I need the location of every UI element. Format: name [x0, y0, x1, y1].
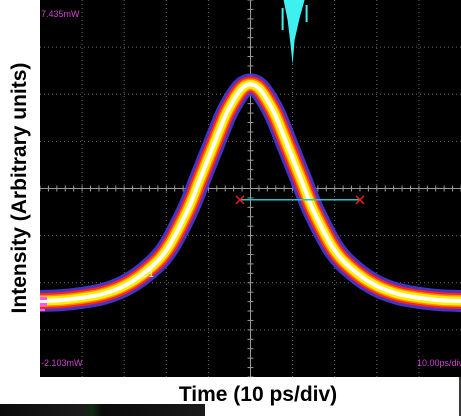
left-marker	[40, 302, 47, 306]
y-axis-label: Intensity (Arbitrary units)	[8, 62, 31, 314]
grid	[39, 0, 461, 378]
measurement-marker	[235, 195, 365, 205]
marker-cross	[355, 195, 365, 205]
chart-plot	[29, 0, 461, 378]
bottom-left-readout: -2.103mW	[41, 358, 83, 368]
channel-label: C1	[141, 269, 154, 280]
marker-cross	[235, 195, 245, 205]
left-marker	[40, 296, 47, 300]
left-marker	[40, 308, 45, 311]
pulse-trace	[29, 73, 461, 312]
bottom-right-readout: 10.00ps/div	[417, 358, 461, 368]
top-left-readout: 7.435mW	[41, 9, 80, 19]
burst-shape	[283, 0, 305, 65]
left-baseline-markers	[40, 296, 47, 311]
trace-core-layer	[38, 82, 461, 303]
x-axis-label: Time (10 ps/div)	[178, 383, 338, 406]
oscilloscope-screen: 7.435mW -2.103mW 10.00ps/div C1	[29, 0, 461, 378]
top-burst-trace	[281, 0, 308, 65]
bottom-image-strip	[0, 404, 205, 416]
